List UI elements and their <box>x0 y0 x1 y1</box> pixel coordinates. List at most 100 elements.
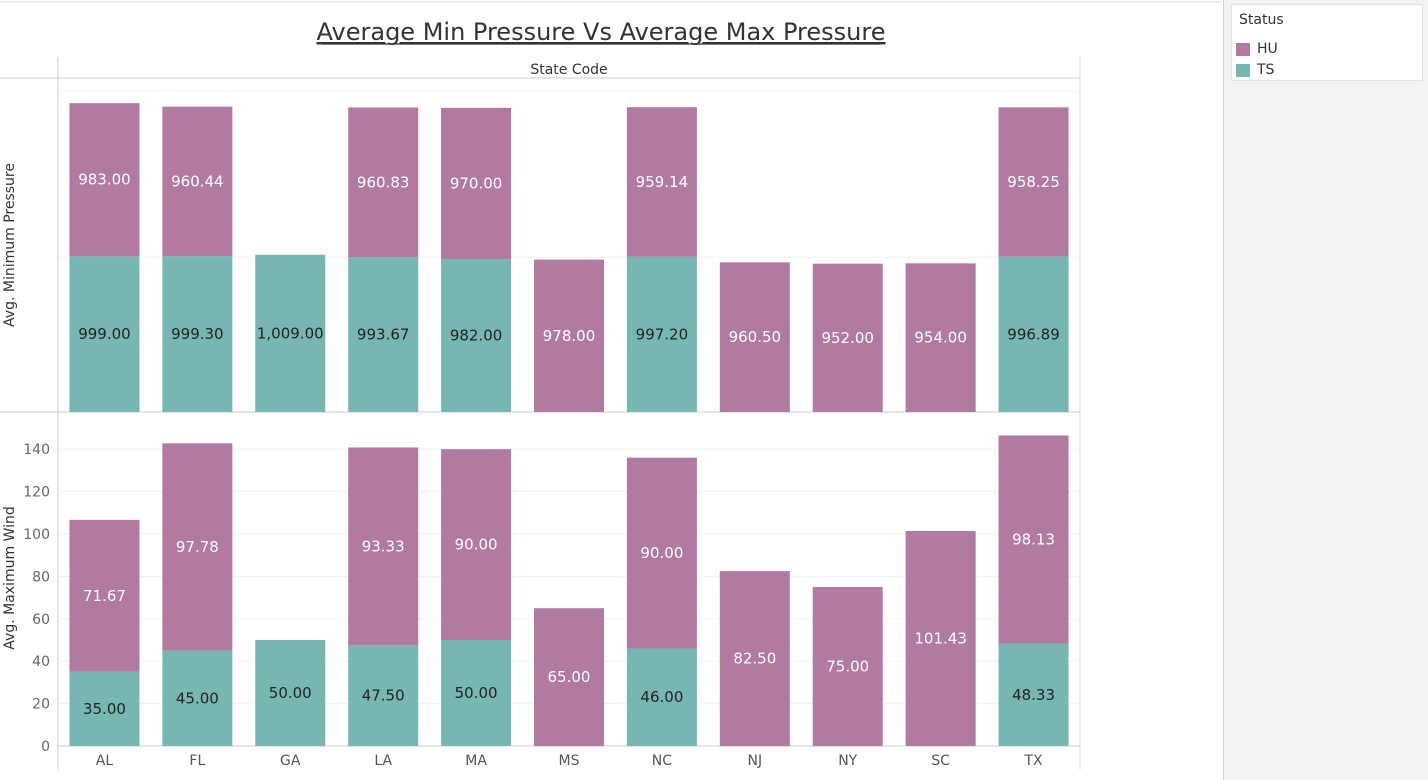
data-label-panel1-al-hu: 983.00 <box>78 171 131 189</box>
bar-panel1-tx-ts[interactable] <box>998 256 1069 412</box>
y-tick-label-0: 0 <box>41 739 50 755</box>
column-header-label: State Code <box>530 62 607 78</box>
bar-panel1-ms-hu[interactable] <box>534 259 604 412</box>
data-label-panel2-al-hu: 71.67 <box>83 587 126 605</box>
data-label-panel2-tx-hu: 98.13 <box>1012 531 1055 549</box>
bar-panel2-al-ts[interactable] <box>69 671 140 746</box>
bar-panel1-fl-hu[interactable] <box>162 106 233 257</box>
panel-2-y-axis-title: Avg. Maximum Wind <box>2 506 18 649</box>
legend: Status HU TS <box>1231 4 1423 81</box>
data-label-panel1-ma-hu: 970.00 <box>450 174 503 192</box>
legend-item-ts[interactable]: TS <box>1236 62 1416 80</box>
bar-panel1-ny-hu[interactable] <box>812 263 883 412</box>
data-label-panel2-nc-hu: 90.00 <box>640 544 683 562</box>
data-label-panel2-sc-hu: 101.43 <box>914 629 967 647</box>
bar-panel1-ma-hu[interactable] <box>441 107 512 259</box>
bar-panel1-fl-ts[interactable] <box>162 256 233 412</box>
bar-panel2-al-hu[interactable] <box>69 519 140 672</box>
legend-label-hu: HU <box>1257 41 1278 57</box>
bar-panel2-tx-ts[interactable] <box>998 643 1069 746</box>
data-label-panel1-la-hu: 960.83 <box>357 173 410 191</box>
data-label-panel2-la-ts: 47.50 <box>362 687 405 705</box>
legend-item-hu[interactable]: HU <box>1236 41 1416 59</box>
data-label-panel1-tx-ts: 996.89 <box>1007 325 1060 343</box>
bar-panel2-ma-ts[interactable] <box>441 640 512 746</box>
x-tick-label-ny: NY <box>838 753 857 769</box>
data-label-panel1-ga-ts: 1,009.00 <box>257 324 324 342</box>
x-tick-label-ga: GA <box>280 753 301 769</box>
bar-panel1-ma-ts[interactable] <box>441 258 512 412</box>
y-tick-label-120: 120 <box>23 485 50 501</box>
bar-panel2-la-hu[interactable] <box>348 447 419 646</box>
data-label-panel1-ny-hu: 952.00 <box>821 329 874 347</box>
bar-panel2-ny-hu[interactable] <box>812 587 883 746</box>
x-tick-label-la: LA <box>374 753 392 769</box>
data-label-panel2-tx-ts: 48.33 <box>1012 686 1055 704</box>
x-tick-label-ms: MS <box>559 753 580 769</box>
y-tick-label-40: 40 <box>32 654 50 670</box>
y-tick-label-100: 100 <box>23 527 50 543</box>
data-label-panel1-al-ts: 999.00 <box>78 325 131 343</box>
y-tick-label-20: 20 <box>32 697 50 713</box>
bar-panel1-nc-ts[interactable] <box>626 256 697 412</box>
data-label-panel1-ms-hu: 978.00 <box>543 327 596 345</box>
bar-panel1-al-ts[interactable] <box>69 256 140 412</box>
data-label-panel2-ga-ts: 50.00 <box>269 684 312 702</box>
data-label-panel2-fl-hu: 97.78 <box>176 538 219 556</box>
y-tick-label-80: 80 <box>32 569 50 585</box>
data-label-panel2-ms-hu: 65.00 <box>548 668 591 686</box>
legend-swatch-hu <box>1236 43 1250 56</box>
data-label-panel1-tx-hu: 958.25 <box>1007 173 1060 191</box>
data-label-panel1-nc-ts: 997.20 <box>636 325 689 343</box>
legend-title: Status <box>1239 12 1284 28</box>
bar-panel2-la-ts[interactable] <box>348 645 419 746</box>
data-label-panel2-nj-hu: 82.50 <box>733 650 776 668</box>
data-label-panel2-ma-hu: 90.00 <box>455 536 498 554</box>
bar-panel1-la-hu[interactable] <box>348 107 419 258</box>
data-label-panel2-ma-ts: 50.00 <box>455 684 498 702</box>
data-label-panel2-la-hu: 93.33 <box>362 537 405 555</box>
bar-panel2-nc-hu[interactable] <box>626 457 697 649</box>
data-label-panel2-al-ts: 35.00 <box>83 700 126 718</box>
data-label-panel1-fl-ts: 999.30 <box>171 325 224 343</box>
bar-panel2-fl-ts[interactable] <box>162 650 233 746</box>
bar-panel2-tx-hu[interactable] <box>998 435 1069 644</box>
data-label-panel1-fl-hu: 960.44 <box>171 172 224 190</box>
x-tick-label-nc: NC <box>652 753 672 769</box>
x-tick-label-fl: FL <box>189 753 205 769</box>
x-tick-label-al: AL <box>96 753 114 769</box>
bar-panel2-ms-hu[interactable] <box>534 608 604 746</box>
bar-panel2-ma-hu[interactable] <box>441 449 512 640</box>
y-tick-label-60: 60 <box>32 612 50 628</box>
y-tick-label-140: 140 <box>23 442 50 458</box>
x-tick-label-sc: SC <box>931 753 950 769</box>
data-label-panel2-nc-ts: 46.00 <box>640 688 683 706</box>
bar-panel1-ga-ts[interactable] <box>255 254 326 412</box>
x-tick-label-nj: NJ <box>748 753 763 769</box>
data-label-panel2-ny-hu: 75.00 <box>826 658 869 676</box>
bar-panel2-ga-ts[interactable] <box>255 640 326 746</box>
bar-panel1-nj-hu[interactable] <box>719 262 790 412</box>
legend-label-ts: TS <box>1257 62 1275 78</box>
data-label-panel1-la-ts: 993.67 <box>357 326 410 344</box>
bar-panel1-nc-hu[interactable] <box>626 107 697 257</box>
bar-panel2-sc-hu[interactable] <box>905 530 976 746</box>
bar-panel1-al-hu[interactable] <box>69 103 140 257</box>
data-label-panel1-nj-hu: 960.50 <box>729 328 782 346</box>
panel-1-y-axis-title: Avg. Minimum Pressure <box>2 163 18 327</box>
data-label-panel1-nc-hu: 959.14 <box>636 173 689 191</box>
data-label-panel1-sc-hu: 954.00 <box>914 329 967 347</box>
x-tick-label-ma: MA <box>465 753 487 769</box>
bar-panel1-sc-hu[interactable] <box>905 263 976 412</box>
side-panel <box>1223 0 1428 780</box>
bar-panel1-la-ts[interactable] <box>348 257 419 412</box>
data-label-panel2-fl-ts: 45.00 <box>176 689 219 707</box>
data-label-panel1-ma-ts: 982.00 <box>450 326 503 344</box>
bar-panel2-nj-hu[interactable] <box>719 571 790 746</box>
chart-title: Average Min Pressure Vs Average Max Pres… <box>317 18 886 46</box>
bar-panel2-nc-ts[interactable] <box>626 648 697 746</box>
legend-swatch-ts <box>1236 64 1250 77</box>
bar-panel2-fl-hu[interactable] <box>162 443 233 651</box>
bar-panel1-tx-hu[interactable] <box>998 107 1069 257</box>
